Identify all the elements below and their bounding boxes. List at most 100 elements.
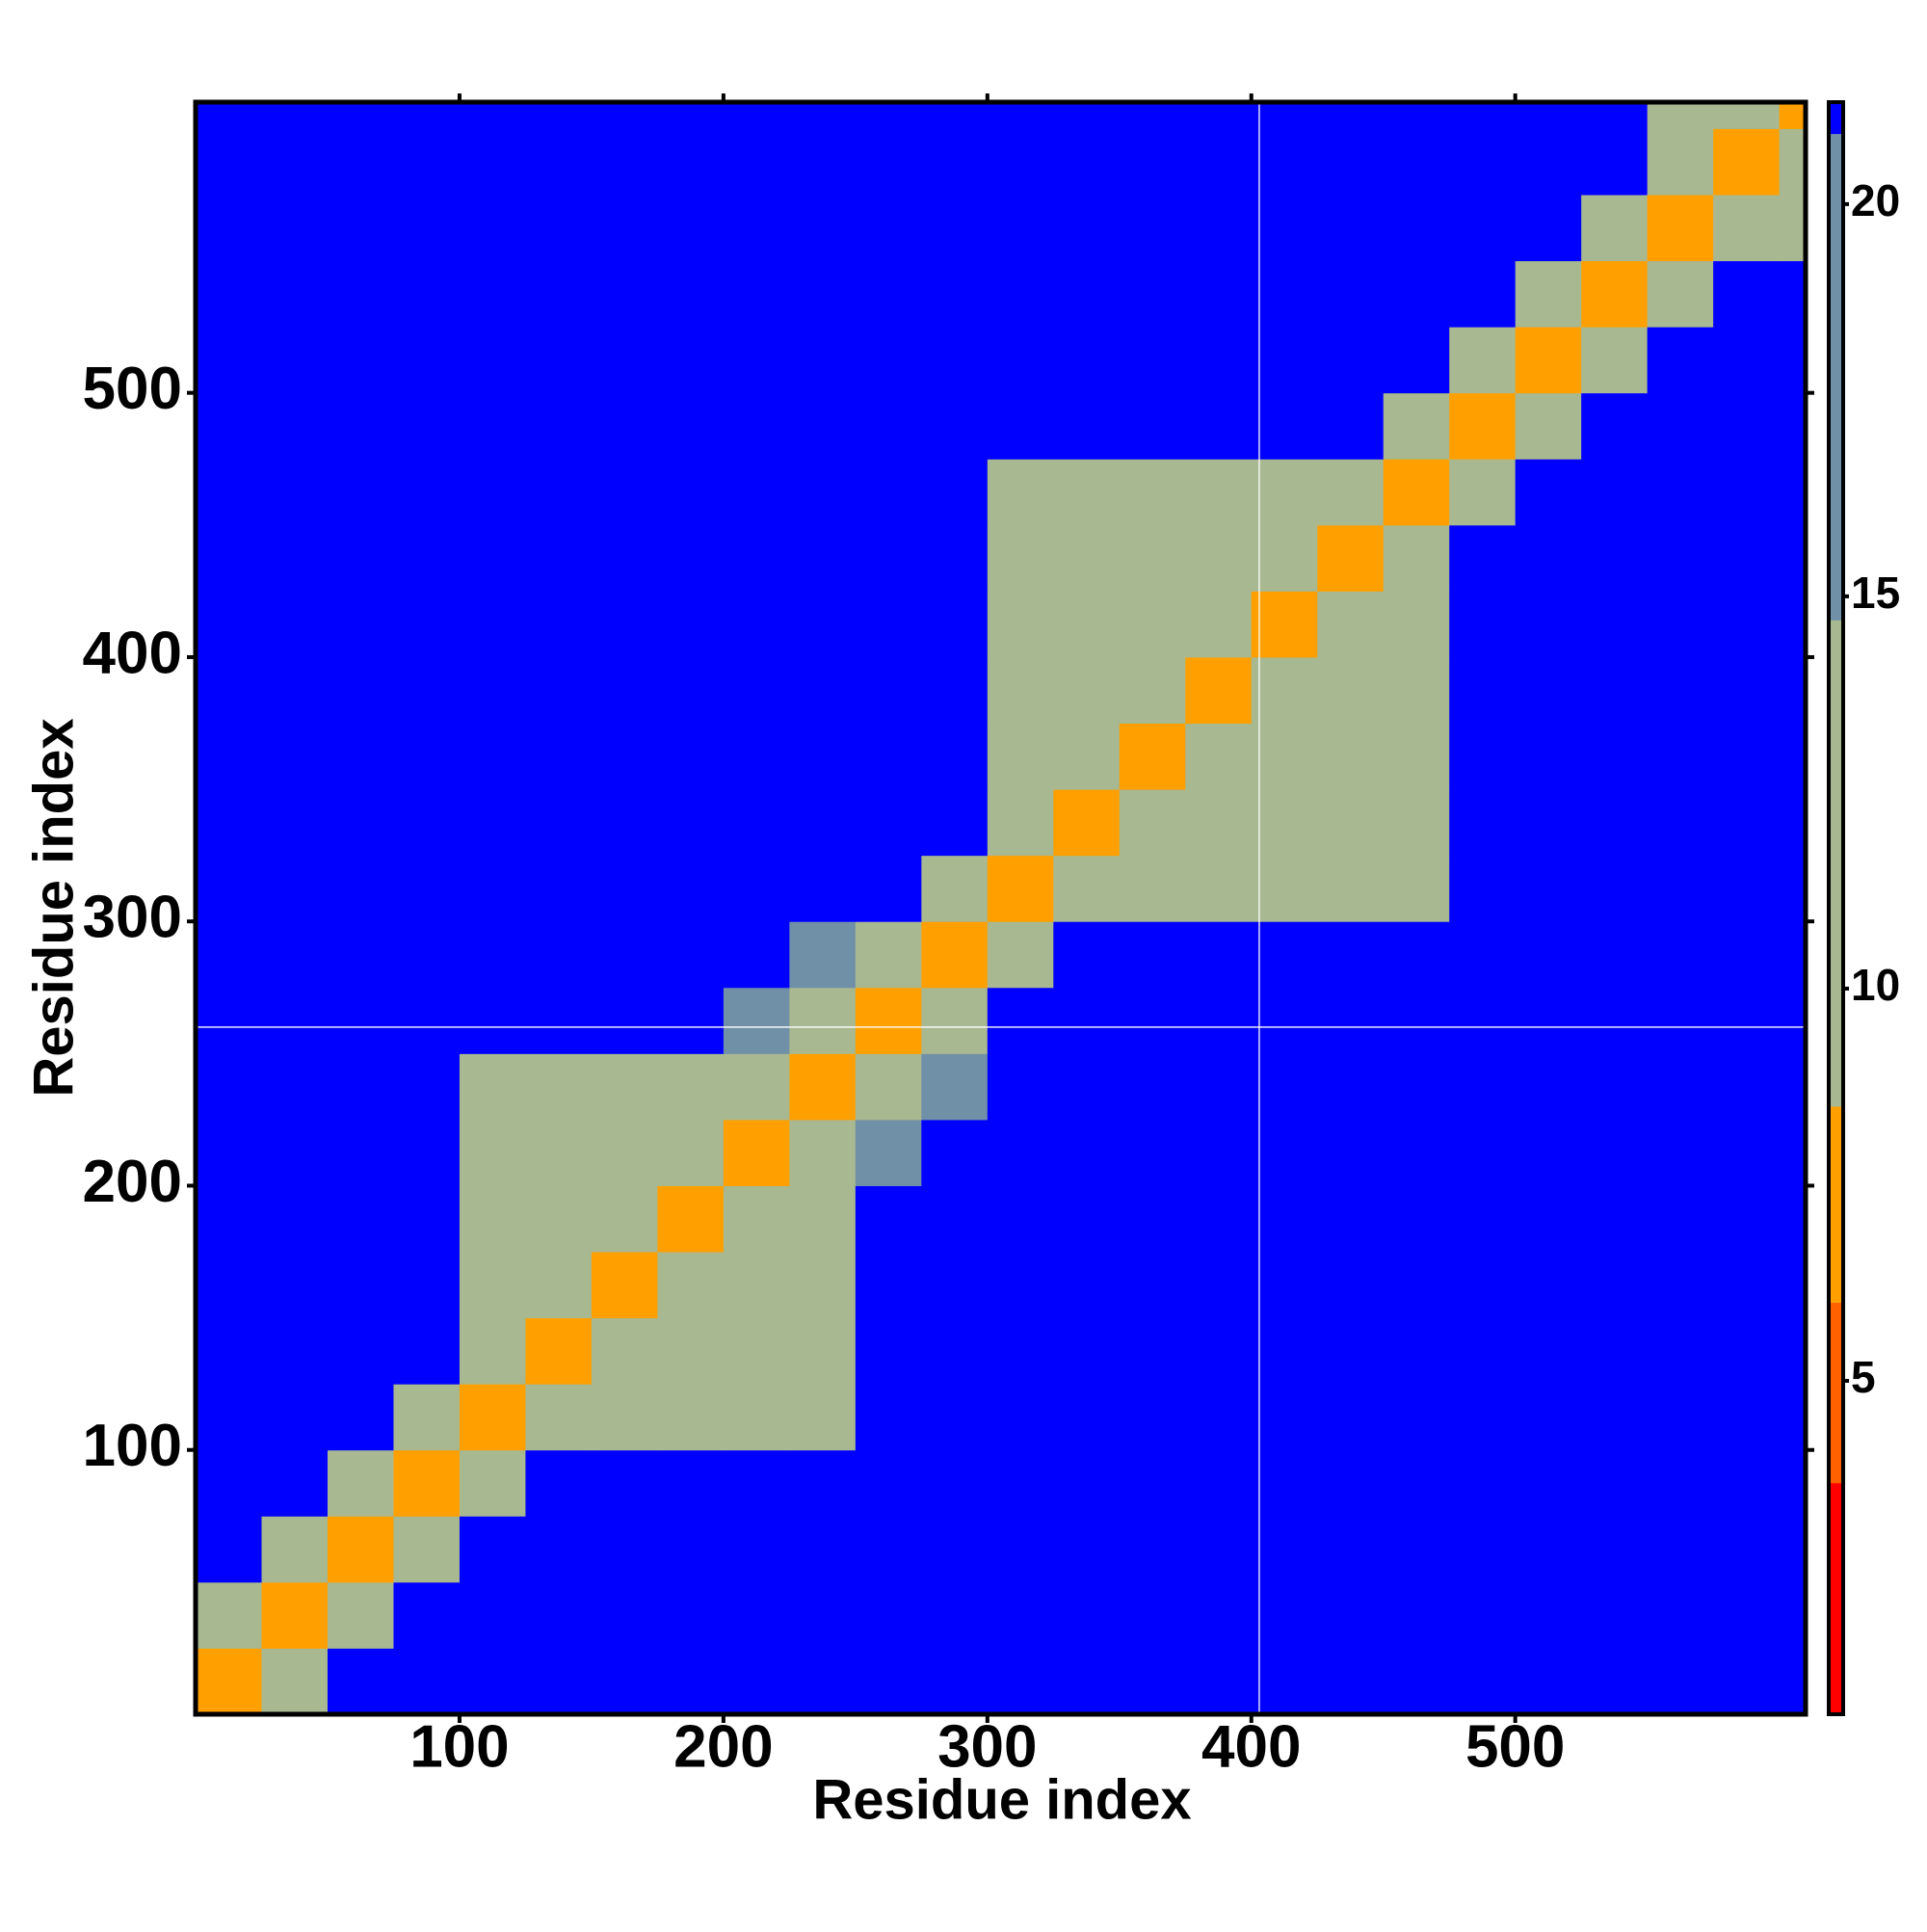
heatmap-cell bbox=[987, 260, 1054, 328]
heatmap-cell bbox=[921, 656, 989, 725]
heatmap-cell bbox=[723, 1317, 790, 1385]
heatmap-cell bbox=[393, 987, 461, 1054]
heatmap-cell bbox=[261, 1449, 329, 1517]
heatmap-cell bbox=[789, 987, 857, 1054]
heatmap-cell bbox=[1317, 987, 1385, 1054]
heatmap-cell bbox=[591, 656, 658, 725]
heatmap-cell bbox=[1383, 1449, 1450, 1517]
heatmap-cell bbox=[459, 1384, 526, 1451]
heatmap-cell bbox=[855, 987, 922, 1054]
heatmap-cell bbox=[196, 1119, 262, 1186]
heatmap-cell bbox=[921, 1648, 989, 1715]
heatmap-cell bbox=[1713, 789, 1781, 857]
heatmap-cell bbox=[657, 194, 725, 262]
heatmap-cell bbox=[855, 327, 922, 394]
heatmap-cell bbox=[657, 1384, 725, 1451]
heatmap-cell bbox=[393, 1449, 461, 1517]
heatmap-cell bbox=[1317, 102, 1385, 129]
heatmap-cell bbox=[1185, 459, 1253, 526]
heatmap-cell bbox=[591, 524, 658, 592]
heatmap-cell bbox=[1383, 1053, 1450, 1121]
heatmap-cell bbox=[1449, 392, 1517, 460]
colorbar-band bbox=[1829, 1482, 1843, 1715]
heatmap-cell bbox=[1251, 987, 1318, 1054]
heatmap-cell bbox=[855, 1119, 922, 1186]
heatmap-cell bbox=[1647, 1317, 1714, 1385]
heatmap-cell bbox=[1317, 1053, 1385, 1121]
heatmap-cell bbox=[591, 1053, 658, 1121]
heatmap-cell bbox=[1119, 1384, 1186, 1451]
heatmap-cell bbox=[1383, 921, 1450, 989]
heatmap-cell bbox=[327, 987, 394, 1054]
heatmap-cell bbox=[987, 1648, 1054, 1715]
heatmap-cell bbox=[591, 855, 658, 922]
heatmap-cell bbox=[1515, 1252, 1582, 1319]
heatmap-cell bbox=[459, 524, 526, 592]
heatmap-cell bbox=[855, 102, 922, 129]
heatmap-cell bbox=[723, 921, 790, 989]
heatmap-cell bbox=[723, 459, 790, 526]
heatmap-cell bbox=[525, 1252, 593, 1319]
heatmap-cell bbox=[1581, 327, 1649, 394]
heatmap-cell bbox=[459, 1317, 526, 1385]
heatmap-cell bbox=[1053, 723, 1121, 790]
heatmap-cell bbox=[789, 1581, 857, 1649]
heatmap-cell bbox=[327, 194, 394, 262]
heatmap-cell bbox=[1317, 327, 1385, 394]
heatmap-cell bbox=[591, 327, 658, 394]
heatmap-cell bbox=[591, 1449, 658, 1517]
heatmap-cell bbox=[987, 855, 1054, 922]
heatmap-cell bbox=[1647, 102, 1714, 129]
heatmap-cell bbox=[1383, 524, 1450, 592]
heatmap-cell bbox=[1185, 1185, 1253, 1253]
heatmap-cell bbox=[723, 128, 790, 196]
heatmap-cell bbox=[261, 656, 329, 725]
heatmap-cell bbox=[1713, 459, 1781, 526]
heatmap-cell bbox=[855, 260, 922, 328]
heatmap-cell bbox=[591, 1648, 658, 1715]
heatmap-cell bbox=[1581, 855, 1649, 922]
heatmap-cell bbox=[196, 1449, 262, 1517]
heatmap-cell bbox=[1647, 459, 1714, 526]
heatmap-cell bbox=[1713, 194, 1781, 262]
heatmap-cell bbox=[525, 102, 593, 129]
heatmap-cell bbox=[1581, 723, 1649, 790]
heatmap-cell bbox=[393, 591, 461, 658]
heatmap-cell bbox=[855, 1252, 922, 1319]
heatmap-cell bbox=[789, 194, 857, 262]
heatmap-cell bbox=[1251, 1053, 1318, 1121]
heatmap-cell bbox=[1251, 459, 1318, 526]
heatmap-cell bbox=[393, 723, 461, 790]
heatmap-cell bbox=[1185, 591, 1253, 658]
heatmap-cell bbox=[855, 1185, 922, 1253]
heatmap-cell bbox=[525, 1317, 593, 1385]
heatmap-cell bbox=[1713, 656, 1781, 725]
heatmap-cell bbox=[393, 524, 461, 592]
heatmap-cell bbox=[591, 1317, 658, 1385]
heatmap-cell bbox=[1449, 1317, 1517, 1385]
colorbar-tick-label: 10 bbox=[1851, 960, 1900, 1010]
heatmap-cell bbox=[327, 327, 394, 394]
heatmap-cell bbox=[1515, 1516, 1582, 1583]
heatmap-cell bbox=[921, 524, 989, 592]
heatmap-cell bbox=[1449, 1516, 1517, 1583]
heatmap-cell bbox=[1053, 987, 1121, 1054]
heatmap-cell bbox=[525, 260, 593, 328]
heatmap-cell bbox=[921, 723, 989, 790]
heatmap-cell bbox=[1119, 656, 1186, 725]
heatmap-cell bbox=[1779, 656, 1807, 725]
heatmap-cell bbox=[1581, 1581, 1649, 1649]
heatmap-cell bbox=[1647, 1252, 1714, 1319]
heatmap-cell bbox=[1317, 1317, 1385, 1385]
heatmap-cell bbox=[196, 1516, 262, 1583]
heatmap-cell bbox=[1449, 1384, 1517, 1451]
heatmap-cell bbox=[1383, 459, 1450, 526]
heatmap-cell bbox=[1383, 1516, 1450, 1583]
heatmap-cell bbox=[1779, 128, 1807, 196]
heatmap-cell bbox=[1317, 723, 1385, 790]
heatmap-cell bbox=[789, 128, 857, 196]
heatmap-cell bbox=[1251, 789, 1318, 857]
heatmap-cell bbox=[196, 921, 262, 989]
colorbar-band bbox=[1829, 1302, 1843, 1484]
heatmap-cell bbox=[1053, 656, 1121, 725]
